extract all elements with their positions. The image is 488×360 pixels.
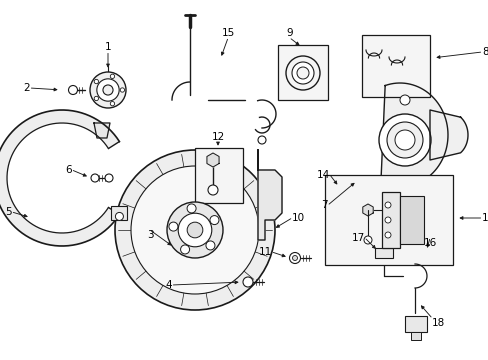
Circle shape <box>94 79 98 84</box>
Circle shape <box>285 56 319 90</box>
Text: 15: 15 <box>221 28 234 38</box>
Circle shape <box>205 241 215 250</box>
Text: 7: 7 <box>321 200 327 210</box>
Polygon shape <box>379 83 447 203</box>
Circle shape <box>258 136 265 144</box>
Circle shape <box>105 174 113 182</box>
Polygon shape <box>206 153 219 167</box>
Text: 14: 14 <box>316 170 329 180</box>
Text: 10: 10 <box>291 213 305 223</box>
Circle shape <box>110 74 114 78</box>
Bar <box>325 175 452 265</box>
Circle shape <box>180 245 189 254</box>
Bar <box>195 148 243 203</box>
Circle shape <box>167 202 223 258</box>
Circle shape <box>394 130 414 150</box>
Circle shape <box>384 202 390 208</box>
Circle shape <box>178 213 211 247</box>
Polygon shape <box>362 204 372 216</box>
Text: 16: 16 <box>423 238 436 248</box>
Circle shape <box>363 236 371 244</box>
Bar <box>381 192 399 248</box>
Polygon shape <box>94 123 110 138</box>
Circle shape <box>110 102 114 106</box>
Circle shape <box>94 96 98 101</box>
Circle shape <box>384 217 390 223</box>
Circle shape <box>120 88 124 92</box>
Circle shape <box>90 72 126 108</box>
Circle shape <box>296 67 308 79</box>
Circle shape <box>378 114 430 166</box>
Bar <box>278 45 327 100</box>
Text: 8: 8 <box>481 47 488 57</box>
Circle shape <box>97 79 119 101</box>
Bar <box>410 332 420 340</box>
Circle shape <box>103 85 113 95</box>
Polygon shape <box>258 150 282 240</box>
Text: 3: 3 <box>146 230 153 240</box>
Circle shape <box>187 204 196 213</box>
Circle shape <box>115 150 274 310</box>
Polygon shape <box>0 110 119 246</box>
Polygon shape <box>429 110 467 160</box>
Circle shape <box>131 166 259 294</box>
Text: 13: 13 <box>481 213 488 223</box>
Bar <box>374 248 392 258</box>
Circle shape <box>115 212 123 220</box>
Bar <box>361 35 429 97</box>
Text: 2: 2 <box>23 83 30 93</box>
Circle shape <box>289 252 300 264</box>
Text: 11: 11 <box>258 247 271 257</box>
Circle shape <box>292 256 297 261</box>
Circle shape <box>68 85 77 94</box>
Circle shape <box>386 122 422 158</box>
Circle shape <box>384 232 390 238</box>
Text: 17: 17 <box>351 233 364 243</box>
Bar <box>404 316 426 332</box>
Circle shape <box>291 62 313 84</box>
Circle shape <box>399 95 409 105</box>
Text: 5: 5 <box>5 207 12 217</box>
Circle shape <box>243 277 252 287</box>
Bar <box>399 196 423 244</box>
Circle shape <box>91 174 99 182</box>
Bar <box>111 206 127 220</box>
Circle shape <box>168 222 178 231</box>
Circle shape <box>187 222 203 238</box>
Text: 1: 1 <box>104 42 111 52</box>
Circle shape <box>207 185 218 195</box>
Text: 18: 18 <box>431 318 445 328</box>
Text: 9: 9 <box>286 28 293 38</box>
Text: 4: 4 <box>165 280 172 290</box>
Circle shape <box>209 216 219 225</box>
Text: 12: 12 <box>211 132 224 142</box>
Text: 6: 6 <box>65 165 72 175</box>
